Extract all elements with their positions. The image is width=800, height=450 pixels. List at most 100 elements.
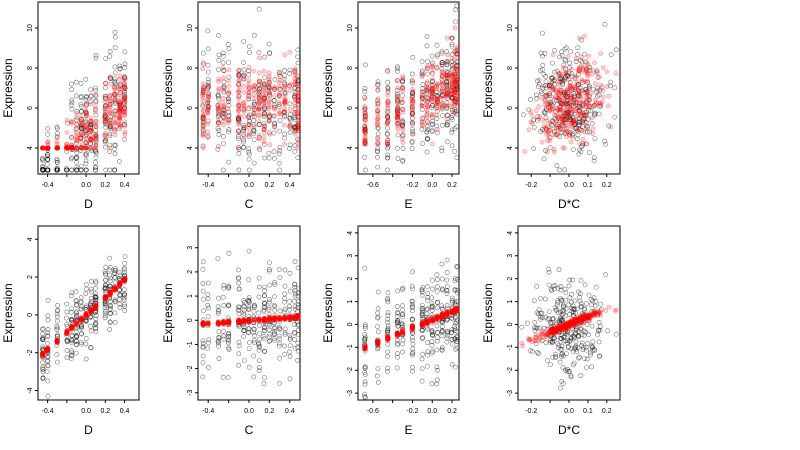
observed-point <box>586 292 592 298</box>
observed-point <box>425 340 430 345</box>
observed-point <box>287 354 293 359</box>
observed-point <box>531 146 536 152</box>
observed-point <box>271 294 277 300</box>
y-tick-label: 2 <box>347 277 354 281</box>
observed-point <box>93 123 99 129</box>
observed-point <box>117 270 123 276</box>
fitted-point <box>362 96 368 102</box>
observed-point <box>54 318 60 324</box>
y-tick-label: -2 <box>347 367 354 373</box>
observed-point <box>117 81 123 87</box>
fitted-point <box>92 133 98 139</box>
fitted-point <box>40 145 46 151</box>
fitted-point <box>55 145 61 151</box>
fitted-point <box>112 91 117 96</box>
fitted-point <box>256 136 262 142</box>
observed-point <box>205 46 211 52</box>
observed-point <box>384 125 390 131</box>
observed-point <box>287 298 293 304</box>
fitted-point <box>548 326 554 332</box>
observed-point <box>69 100 75 105</box>
x-axis-label: D <box>84 197 93 211</box>
fitted-point <box>93 108 98 114</box>
fitted-point <box>117 114 123 120</box>
observed-point <box>112 76 118 82</box>
fitted-point <box>574 80 580 85</box>
fitted-point <box>112 132 118 138</box>
fitted-point <box>122 109 127 115</box>
observed-point <box>385 167 390 173</box>
observed-point <box>257 336 262 342</box>
observed-point <box>266 150 272 156</box>
observed-point <box>112 167 117 173</box>
observed-point <box>78 148 84 153</box>
fitted-point <box>409 112 415 118</box>
observed-point <box>121 101 127 106</box>
fitted-point <box>54 135 60 140</box>
fitted-point <box>267 142 273 148</box>
observed-point <box>424 149 430 155</box>
fitted-point <box>107 109 113 115</box>
fitted-point <box>74 319 80 325</box>
y-tick-label: 0 <box>507 322 514 326</box>
observed-point <box>200 266 206 272</box>
fitted-point <box>613 307 619 313</box>
fitted-point <box>452 25 458 31</box>
y-tick-label: 4 <box>347 146 354 150</box>
fitted-point <box>395 121 400 126</box>
observed-point <box>256 368 262 373</box>
y-tick-label: -1 <box>507 344 514 350</box>
fitted-point <box>107 98 113 104</box>
fitted-point <box>572 108 578 114</box>
fitted-point <box>292 100 298 106</box>
fitted-point <box>444 59 450 65</box>
observed-point <box>552 69 557 75</box>
fitted-point <box>241 125 247 131</box>
fitted-point <box>241 134 247 139</box>
fitted-point <box>385 136 391 142</box>
fitted-point <box>117 115 123 121</box>
fitted-point <box>64 141 70 147</box>
fitted-point <box>117 107 122 113</box>
fitted-point <box>83 145 89 151</box>
observed-point <box>409 71 415 77</box>
observed-point <box>420 82 426 87</box>
observed-point <box>107 298 113 304</box>
observed-point <box>276 160 282 166</box>
observed-point <box>93 55 99 61</box>
fitted-point <box>122 123 128 129</box>
fitted-point <box>580 78 586 84</box>
fitted-point <box>246 64 252 70</box>
fitted-point <box>362 106 367 112</box>
fitted-point <box>226 319 232 325</box>
observed-point <box>375 310 381 316</box>
observed-point <box>216 57 222 63</box>
fitted-point <box>117 102 122 108</box>
fitted-point <box>64 145 70 151</box>
fitted-point <box>292 314 297 320</box>
fitted-point <box>429 64 435 70</box>
fitted-point <box>282 52 288 58</box>
observed-point <box>205 365 211 370</box>
fitted-point <box>439 62 445 67</box>
fitted-point <box>88 308 94 313</box>
fitted-point <box>69 134 74 140</box>
fitted-point <box>45 145 51 151</box>
fitted-point <box>563 95 568 101</box>
fitted-point <box>122 96 128 102</box>
observed-point <box>519 324 525 330</box>
fitted-point <box>107 118 113 123</box>
fitted-point <box>592 81 598 86</box>
observed-point <box>102 115 108 121</box>
fitted-point <box>590 131 595 136</box>
observed-point <box>93 148 99 154</box>
observed-point <box>251 340 257 346</box>
observed-point <box>575 51 580 57</box>
fitted-point <box>562 120 568 126</box>
fitted-point <box>251 110 257 115</box>
observed-point <box>88 119 94 124</box>
fitted-point <box>295 120 301 126</box>
observed-point <box>83 282 89 288</box>
observed-point <box>200 259 206 265</box>
observed-point <box>73 79 79 85</box>
